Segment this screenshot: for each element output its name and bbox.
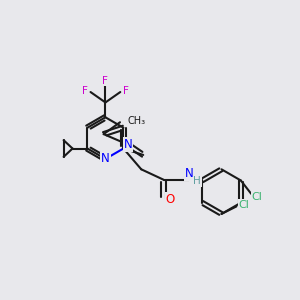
Text: O: O: [166, 193, 175, 206]
Text: F: F: [82, 85, 88, 96]
Text: CH₃: CH₃: [128, 116, 146, 126]
Text: Cl: Cl: [252, 192, 262, 202]
Text: N: N: [101, 152, 110, 165]
Text: Cl: Cl: [238, 200, 249, 210]
Text: F: F: [123, 85, 129, 96]
Text: N: N: [124, 138, 132, 151]
Text: H: H: [193, 176, 201, 186]
Text: N: N: [184, 167, 193, 180]
Text: F: F: [103, 76, 108, 86]
